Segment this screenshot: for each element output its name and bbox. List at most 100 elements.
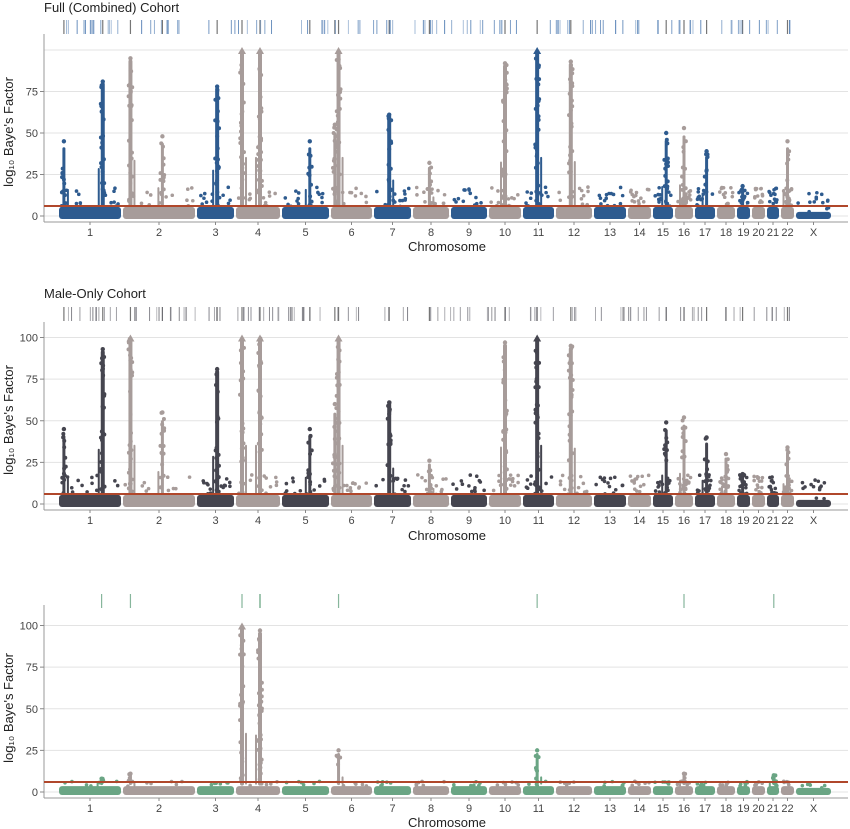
- x-tick-label: 5: [302, 803, 308, 815]
- chromosome-19-points: [737, 206, 750, 219]
- data-point: [801, 486, 805, 491]
- data-point: [238, 718, 243, 723]
- data-point: [336, 451, 341, 456]
- data-point: [308, 434, 313, 439]
- data-point: [273, 191, 277, 196]
- data-point: [558, 198, 563, 203]
- chromosome-7-points: [374, 786, 411, 795]
- data-point: [608, 476, 613, 481]
- data-point: [533, 106, 538, 111]
- data-point: [579, 197, 584, 201]
- data-point: [620, 783, 625, 787]
- data-point: [256, 152, 261, 157]
- data-point: [336, 762, 341, 767]
- data-point: [567, 432, 572, 437]
- data-point: [161, 162, 166, 167]
- data-point: [257, 143, 262, 148]
- data-point: [406, 484, 411, 488]
- peak-top-point: [99, 776, 104, 781]
- data-point: [337, 348, 342, 353]
- data-point: [99, 145, 104, 150]
- data-point: [337, 485, 342, 490]
- x-tick-label: 21: [767, 515, 779, 527]
- data-point: [738, 484, 742, 489]
- chromosome-4-points: [236, 206, 280, 219]
- data-point: [422, 190, 426, 195]
- data-point: [604, 196, 609, 201]
- data-point: [331, 158, 336, 163]
- data-point: [274, 475, 278, 480]
- data-point: [533, 766, 538, 771]
- data-point: [145, 190, 149, 195]
- data-point: [785, 161, 790, 166]
- data-point: [101, 117, 106, 122]
- data-point: [98, 101, 103, 106]
- data-point: [744, 475, 749, 480]
- data-point: [567, 476, 572, 481]
- data-point: [789, 479, 794, 484]
- data-point: [216, 157, 221, 162]
- data-point: [567, 424, 572, 429]
- data-point: [423, 200, 427, 204]
- data-point: [336, 92, 341, 97]
- data-point: [524, 201, 528, 205]
- data-point: [508, 473, 513, 477]
- data-point: [130, 373, 135, 378]
- data-point: [516, 193, 520, 197]
- data-point: [809, 482, 813, 487]
- data-point: [240, 427, 245, 432]
- data-point: [375, 189, 379, 194]
- data-point: [274, 480, 279, 484]
- data-point: [76, 478, 80, 483]
- data-point: [259, 680, 264, 685]
- data-point: [658, 193, 662, 197]
- data-point: [128, 412, 133, 417]
- data-point: [126, 138, 131, 143]
- data-point: [429, 179, 434, 184]
- data-point: [109, 200, 113, 205]
- data-point: [469, 489, 474, 494]
- data-point: [336, 157, 341, 162]
- x-tick-label: 7: [389, 515, 395, 527]
- data-point: [213, 479, 218, 484]
- data-point: [62, 193, 67, 198]
- data-point: [800, 783, 805, 788]
- data-point: [818, 485, 822, 490]
- data-point: [536, 467, 541, 472]
- data-point: [570, 378, 575, 383]
- data-point: [489, 200, 493, 204]
- data-point: [462, 188, 466, 192]
- data-point: [129, 69, 134, 74]
- data-point: [258, 421, 263, 426]
- data-point: [406, 186, 411, 191]
- data-point: [308, 452, 313, 457]
- data-point: [786, 200, 791, 205]
- data-point: [62, 445, 67, 450]
- data-point: [564, 784, 569, 788]
- data-point: [330, 461, 335, 466]
- x-tick-label: 2: [156, 227, 162, 239]
- data-point: [128, 82, 133, 87]
- data-point: [238, 701, 243, 706]
- data-point: [330, 165, 335, 170]
- data-point: [544, 481, 548, 486]
- data-point: [725, 457, 730, 462]
- data-point: [535, 403, 540, 408]
- x-tick-label: 13: [604, 803, 616, 815]
- chromosome-20-points: [752, 206, 765, 219]
- data-point: [444, 477, 448, 481]
- data-point: [113, 479, 117, 483]
- data-point: [527, 782, 531, 786]
- data-point: [632, 200, 637, 204]
- data-point: [267, 190, 272, 194]
- chromosome-18-points: [717, 206, 735, 219]
- data-point: [665, 160, 670, 165]
- data-point: [100, 169, 105, 174]
- data-point: [309, 199, 314, 204]
- data-point: [528, 482, 533, 486]
- data-point: [359, 191, 364, 196]
- x-tick-label: 17: [699, 227, 711, 239]
- capped-peak-marker: [238, 47, 246, 54]
- data-point: [737, 488, 741, 493]
- data-point: [430, 187, 434, 191]
